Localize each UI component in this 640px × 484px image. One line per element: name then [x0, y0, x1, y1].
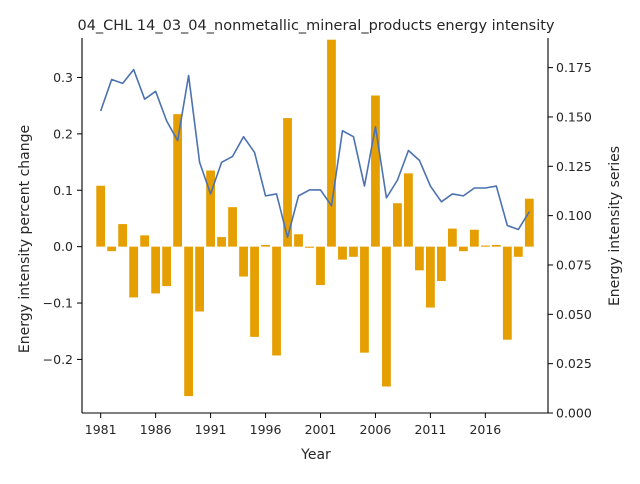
- bar-1981: [96, 185, 106, 247]
- y-right-tick-label-1: 0.025: [556, 356, 592, 371]
- x-tick-label-2011: 2011: [414, 422, 446, 437]
- bar-1997: [272, 246, 281, 356]
- bar-1996: [261, 244, 270, 247]
- y-axis-label-left: Energy intensity percent change: [17, 125, 33, 353]
- y-left-tick-label-0: −0.2: [43, 352, 73, 367]
- bar-2001: [316, 246, 325, 285]
- bar-1988: [173, 114, 183, 247]
- y-right-tick-label-5: 0.125: [556, 159, 592, 174]
- x-tick-label-1986: 1986: [140, 422, 172, 437]
- y-left-tick-label-2: 0.0: [53, 239, 73, 254]
- line-series: [99, 68, 531, 239]
- bar-1998: [283, 118, 292, 247]
- bar-2019: [513, 246, 523, 257]
- x-axis-label: Year: [300, 447, 331, 463]
- x-tick-label-1991: 1991: [195, 422, 227, 437]
- bar-2014: [458, 246, 468, 252]
- y-right-tick-label-3: 0.075: [556, 257, 592, 272]
- bar-2008: [393, 203, 402, 247]
- y-right-tick-label-2: 0.050: [556, 307, 592, 322]
- y-left-tick-label-5: 0.3: [53, 70, 73, 85]
- bar-2006: [371, 95, 380, 247]
- bar-1989: [184, 246, 193, 397]
- bar-2000: [305, 246, 314, 248]
- bar-2003: [338, 246, 347, 260]
- chart-title: 04_CHL 14_03_04_nonmetallic_mineral_prod…: [77, 18, 554, 34]
- bar-1993: [228, 207, 237, 247]
- bar-2013: [447, 228, 457, 247]
- y-left-tick-label-3: 0.1: [53, 183, 73, 198]
- bar-2020: [524, 198, 534, 247]
- y-axis-label-right: Energy intensity series: [607, 146, 623, 306]
- x-tick-label-1981: 1981: [85, 422, 117, 437]
- y-right-tick-label-0: 0.000: [556, 406, 592, 421]
- bar-2002: [327, 39, 336, 247]
- bar-1990: [195, 246, 204, 312]
- bar-2007: [382, 246, 391, 387]
- bar-2011: [426, 246, 435, 308]
- bar-1987: [162, 246, 172, 287]
- bar-2005: [360, 246, 369, 353]
- bar-2017: [491, 244, 501, 247]
- ticks: 1981 1986 1991 1996 2001 2006 2011 2016 −0.2 −0.1…: [43, 60, 592, 437]
- bar-2016: [480, 245, 490, 247]
- y-left-tick-label-1: −0.1: [43, 296, 73, 311]
- bar-2004: [349, 246, 358, 257]
- bar-1983: [118, 224, 128, 247]
- y-right-tick-label-7: 0.175: [556, 60, 592, 75]
- bar-1982: [107, 246, 117, 252]
- axes: [81, 38, 549, 414]
- bar-1984: [129, 246, 139, 298]
- bar-1992: [217, 237, 226, 247]
- bar-2015: [469, 229, 479, 247]
- bar-series: [96, 39, 534, 397]
- bar-2012: [437, 246, 446, 282]
- bar-2010: [415, 246, 424, 271]
- bar-1994: [239, 246, 248, 277]
- x-tick-label-1996: 1996: [250, 422, 282, 437]
- bar-1991: [206, 170, 215, 247]
- y-right-tick-label-6: 0.150: [556, 109, 592, 124]
- y-left-tick-label-4: 0.2: [53, 126, 73, 141]
- bar-2018: [502, 246, 512, 340]
- x-tick-label-2016: 2016: [469, 422, 501, 437]
- intensity-series-line: [99, 68, 531, 239]
- x-tick-label-2006: 2006: [360, 422, 392, 437]
- bar-1986: [151, 246, 161, 294]
- bar-1999: [294, 234, 303, 247]
- bar-1995: [250, 246, 259, 337]
- y-right-tick-label-4: 0.100: [556, 208, 592, 223]
- bar-1985: [140, 235, 150, 247]
- bar-2009: [404, 173, 413, 247]
- x-tick-label-2001: 2001: [305, 422, 337, 437]
